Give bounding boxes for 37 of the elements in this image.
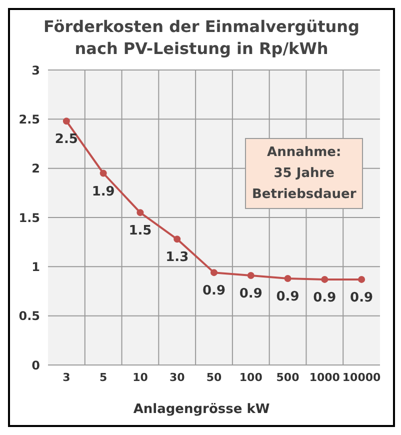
- point: [210, 269, 218, 276]
- data-label: 0.9: [239, 286, 262, 302]
- point: [136, 209, 144, 216]
- point: [62, 118, 70, 125]
- data-label: 0.9: [313, 290, 336, 306]
- x-tick-label: 5: [100, 370, 108, 384]
- data-label: 0.9: [202, 284, 226, 299]
- x-tick-label: 10: [132, 370, 148, 384]
- point: [174, 236, 181, 243]
- data-label: 0.9: [350, 290, 374, 306]
- point: [100, 170, 107, 177]
- x-tick-label: 500: [276, 370, 300, 384]
- x-tick-label: 3: [62, 370, 70, 384]
- y-tick-label: 3: [32, 63, 40, 78]
- y-tick-label: 1: [32, 260, 40, 274]
- point: [358, 276, 366, 283]
- point: [247, 272, 254, 280]
- x-tick-label: 50: [206, 370, 222, 384]
- chart-title: Förderkosten der Einmalvergütung nach PV-Leistung in Rp/kWh: [42, 16, 360, 60]
- x-tick-label: 30: [169, 370, 186, 384]
- data-label: 0.9: [276, 289, 300, 304]
- data-label: 1.9: [92, 184, 115, 200]
- data-label: 2.5: [54, 132, 78, 148]
- y-tick-label: 0.5: [18, 309, 40, 324]
- y-tick-label: 2.5: [18, 112, 40, 126]
- y-tick-label: 0: [32, 358, 40, 372]
- data-label: 1.3: [166, 250, 189, 266]
- annotation: Annahme: 35 Jahre Betriebsdauer: [245, 138, 364, 209]
- x-tick-label: 10000: [342, 370, 382, 384]
- point: [321, 276, 328, 283]
- x-axis-title: Anlagengrösse kW: [132, 402, 271, 417]
- x-tick-label: 1000: [309, 370, 340, 384]
- data-label: 1.5: [128, 224, 152, 239]
- y-tick-label: 2: [32, 162, 40, 176]
- point: [284, 274, 292, 282]
- x-tick-label: 100: [239, 370, 263, 384]
- y-tick-label: 1.5: [18, 210, 40, 225]
